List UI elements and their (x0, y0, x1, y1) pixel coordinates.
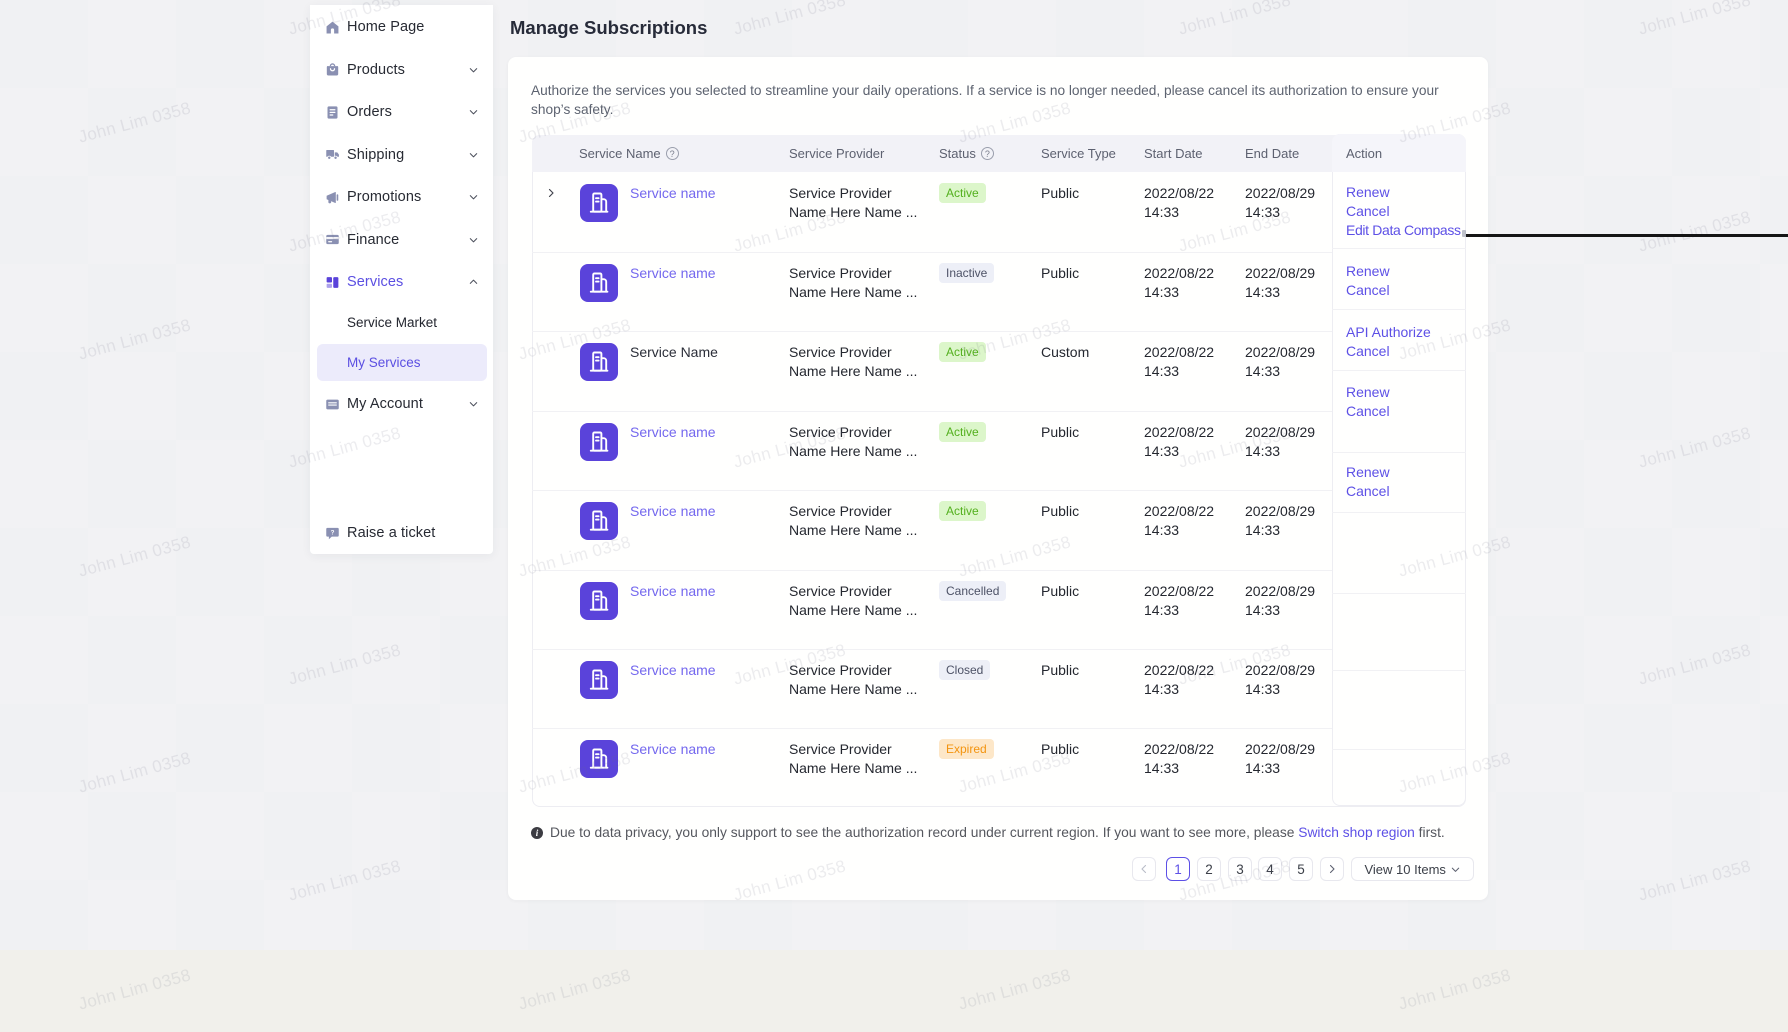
svg-text:?: ? (331, 529, 335, 536)
